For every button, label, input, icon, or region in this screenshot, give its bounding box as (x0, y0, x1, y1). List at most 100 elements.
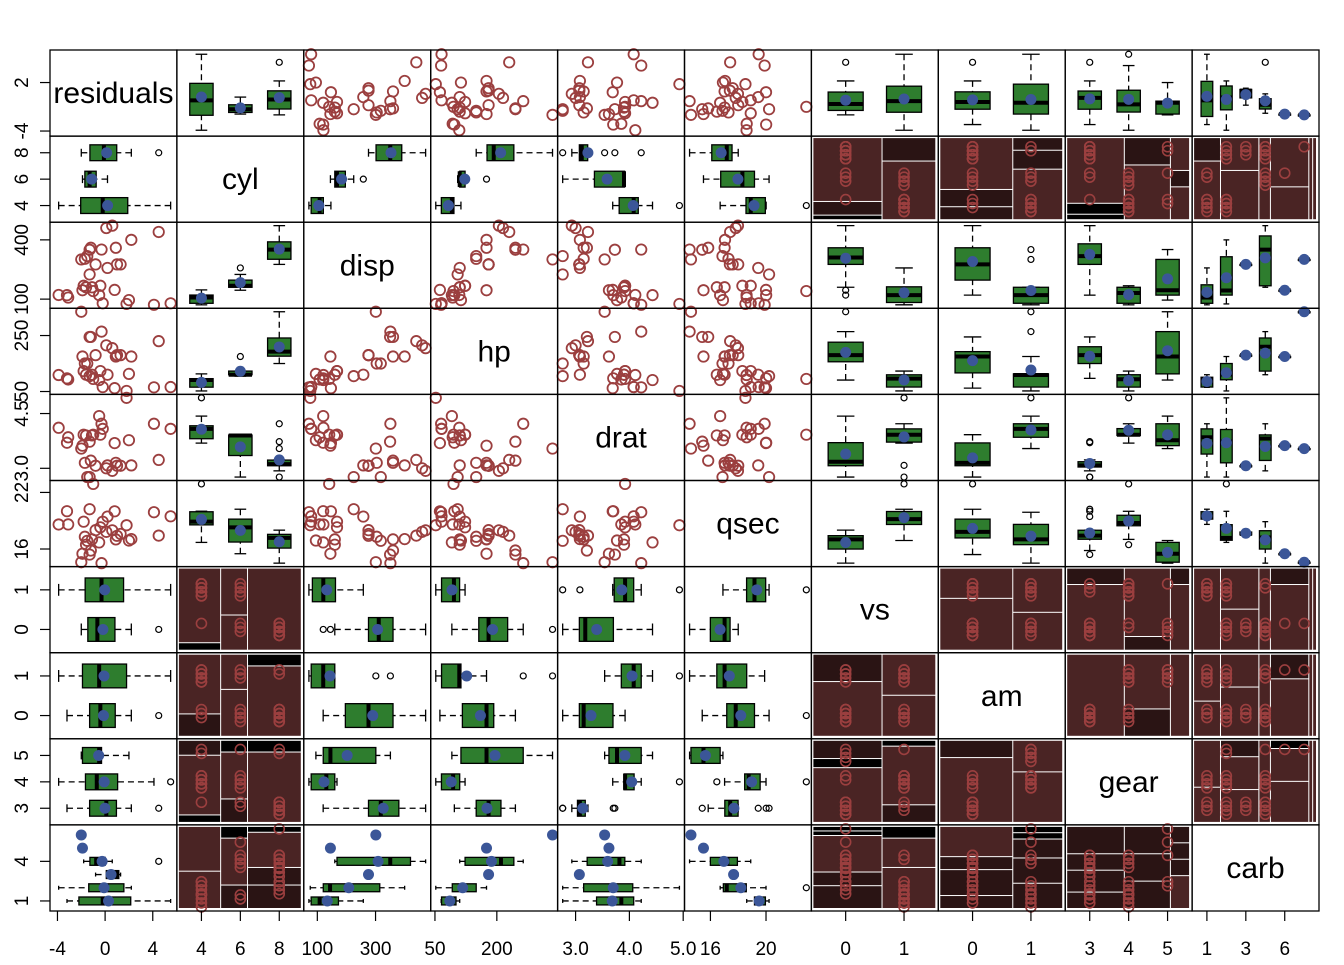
point-cyl-gear-24 (1083, 152, 1096, 165)
point-disp-qsec-28 (683, 243, 696, 256)
point-hp-drat-27 (610, 367, 624, 380)
point-disp-qsec-21 (716, 249, 729, 263)
point-carb-cyl-21 (273, 879, 286, 892)
point-carb-cyl-18 (195, 883, 208, 896)
point-residuals-qsec-18 (739, 78, 752, 91)
point-gear-carb-29 (1278, 743, 1291, 756)
box-drat-cyl-0-outlier-0 (197, 394, 206, 402)
point-am-gear-25 (1122, 672, 1135, 684)
panel-cyl-hp (430, 135, 559, 223)
point-am-gear-23 (1083, 707, 1096, 720)
panel-hp-qsec (683, 305, 813, 398)
panel-drat-disp (302, 391, 432, 484)
point-am-carb-12 (1240, 707, 1252, 720)
box-am-hp-0-mean (474, 710, 486, 722)
point-cyl-am-1 (1025, 171, 1037, 183)
panel-qsec-vs (810, 479, 939, 568)
panel-residuals-disp (302, 48, 432, 137)
box-drat-vs-1-mean (898, 431, 910, 443)
point-qsec-hp-23 (509, 548, 522, 561)
point-carb-gear-23 (1083, 849, 1096, 862)
point-disp-hp-16 (503, 225, 516, 239)
point-residuals-drat-31 (629, 124, 642, 137)
panel-drat-hp (429, 391, 559, 484)
mosaic-cell-vs-carb-0-1 (1194, 568, 1220, 650)
point-residuals-disp-7 (324, 86, 338, 99)
point-residuals-drat-30 (598, 108, 611, 121)
point-drat-qsec-28 (683, 417, 696, 430)
point-drat-residuals-19 (147, 417, 161, 430)
point-hp-drat-15 (569, 339, 582, 352)
point-gear-carb-1 (1259, 774, 1272, 786)
box-hp-gear-2-mean (1162, 345, 1174, 357)
panel-disp-hp (429, 219, 559, 311)
panel-gear-gear: gear (1064, 738, 1193, 826)
point-gear-carb-8 (1220, 774, 1233, 786)
mosaic-cell-cyl-am-1-1 (1013, 150, 1063, 169)
point-drat-disp-10 (330, 428, 344, 441)
point-hp-residuals-25 (96, 380, 109, 394)
point-drat-disp-6 (386, 454, 400, 467)
point-carb-am-31 (1025, 887, 1037, 900)
box-hp-am-1-outlier-1 (1027, 308, 1035, 316)
point-gear-vs-19 (898, 782, 910, 794)
point-hp-qsec-8 (800, 372, 813, 386)
x-tick-label-disp-0: 100 (301, 939, 333, 960)
point-disp-drat-29 (602, 284, 616, 297)
point-hp-disp-22 (370, 357, 383, 370)
point-cyl-carb-0 (1259, 167, 1272, 179)
box-drat-gear-0-mean (1084, 457, 1096, 469)
box-am-disp-1-outlier-0 (372, 672, 380, 680)
point-disp-qsec-5 (762, 268, 776, 281)
point-drat-residuals-24 (125, 459, 138, 472)
point-drat-hp-3 (453, 459, 466, 472)
point-am-cyl-31 (195, 676, 208, 688)
point-hp-residuals-31 (52, 368, 65, 382)
mosaic-cell-am-carb-2-0 (1259, 654, 1270, 736)
box-gear-qsec-0-outlier-3 (765, 804, 773, 812)
panel-drat-gear (1064, 393, 1193, 482)
panel-gear-carb (1191, 738, 1320, 826)
point-disp-qsec-14 (731, 219, 745, 232)
point-cyl-carb-22 (1220, 148, 1233, 161)
mosaic-cell-gear-am-0-1 (940, 740, 1013, 758)
x-tick-label-drat-2: 5.0 (670, 939, 696, 960)
box-gear-qsec-1-outlier-1 (802, 778, 810, 786)
box-residuals-carb-1-mean (1220, 93, 1232, 105)
point-residuals-drat-29 (602, 107, 616, 121)
point-am-carb-22 (1220, 703, 1233, 716)
box-drat-am-1-outlier-0 (1027, 394, 1035, 402)
box-disp-am-1-mean (1025, 285, 1037, 297)
box-cyl-disp-0-mean (313, 200, 325, 212)
point-qsec-drat-20 (607, 505, 620, 518)
point-cyl-gear-22 (1083, 144, 1096, 157)
point-cyl-carb-19 (1201, 201, 1213, 214)
point-disp-residuals-4 (109, 241, 122, 254)
point-disp-drat-16 (581, 225, 595, 239)
box-drat-vs-1-outlier-1 (900, 461, 908, 469)
panel-hp-residuals (49, 305, 178, 398)
point-gear-cyl-5 (234, 800, 247, 813)
box-residuals-gear-0-outlier-0 (1086, 58, 1094, 66)
point-residuals-drat-10 (618, 107, 632, 120)
mosaic-cell-cyl-gear-0-1 (1067, 203, 1124, 214)
point-gear-am-7 (966, 770, 979, 782)
panel-cyl-am (937, 135, 1066, 223)
panel-disp-residuals (49, 219, 178, 311)
point-disp-residuals-21 (81, 249, 94, 263)
point-cyl-am-28 (1025, 140, 1037, 153)
point-cyl-carb-25 (1201, 193, 1213, 206)
point-hp-residuals-22 (78, 357, 91, 370)
panel-am-gear (1064, 652, 1193, 740)
panel-carb-gear (1064, 823, 1193, 913)
box-carb-drat-1-mean (607, 882, 619, 894)
box-carb-drat-0-mean (606, 895, 618, 907)
panel-carb-residuals (49, 824, 178, 912)
point-gear-carb-22 (1220, 804, 1233, 817)
box-qsec-carb-2-mean (1240, 527, 1252, 539)
x-tick-label-disp-1: 300 (360, 939, 392, 960)
point-gear-carb-23 (1259, 796, 1272, 809)
point-disp-hp-22 (470, 252, 483, 265)
point-qsec-disp-2 (313, 518, 326, 531)
box-am-hp-1-outlier-0 (519, 672, 527, 680)
